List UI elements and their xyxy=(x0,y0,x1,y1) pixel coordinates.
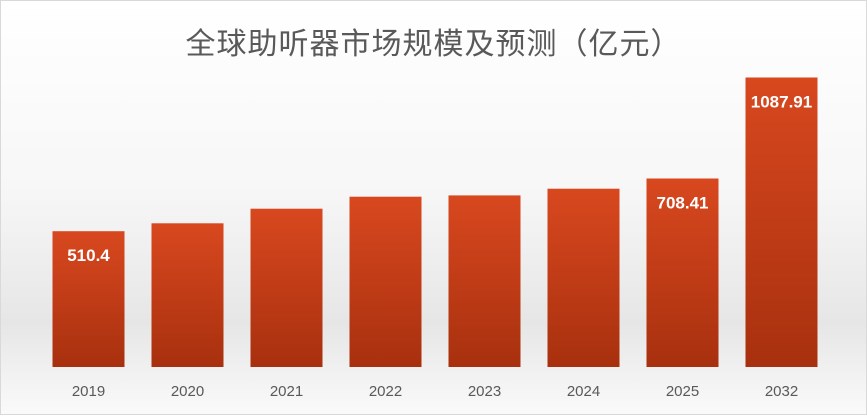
x-tick-2024: 2024 xyxy=(567,383,600,400)
bar-2022 xyxy=(349,196,422,367)
data-label-2019: 510.4 xyxy=(67,246,110,265)
bar-2032 xyxy=(745,77,818,367)
data-label-2032: 1087.91 xyxy=(751,93,812,112)
x-tick-2023: 2023 xyxy=(468,383,501,400)
bar-2024 xyxy=(547,188,620,367)
bar-2023 xyxy=(448,195,521,367)
x-tick-2019: 2019 xyxy=(72,383,105,400)
x-tick-2021: 2021 xyxy=(270,383,303,400)
chart-title: 全球助听器市场规模及预测（亿元） xyxy=(185,27,682,62)
bar-2021 xyxy=(250,208,323,367)
data-label-2025: 708.41 xyxy=(657,194,709,213)
x-tick-2032: 2032 xyxy=(765,383,798,400)
x-tick-2022: 2022 xyxy=(369,383,402,400)
x-tick-2025: 2025 xyxy=(666,383,699,400)
bar-2025 xyxy=(646,178,719,367)
x-tick-2020: 2020 xyxy=(171,383,204,400)
bar-2020 xyxy=(151,223,224,367)
bar-2019 xyxy=(52,231,125,367)
